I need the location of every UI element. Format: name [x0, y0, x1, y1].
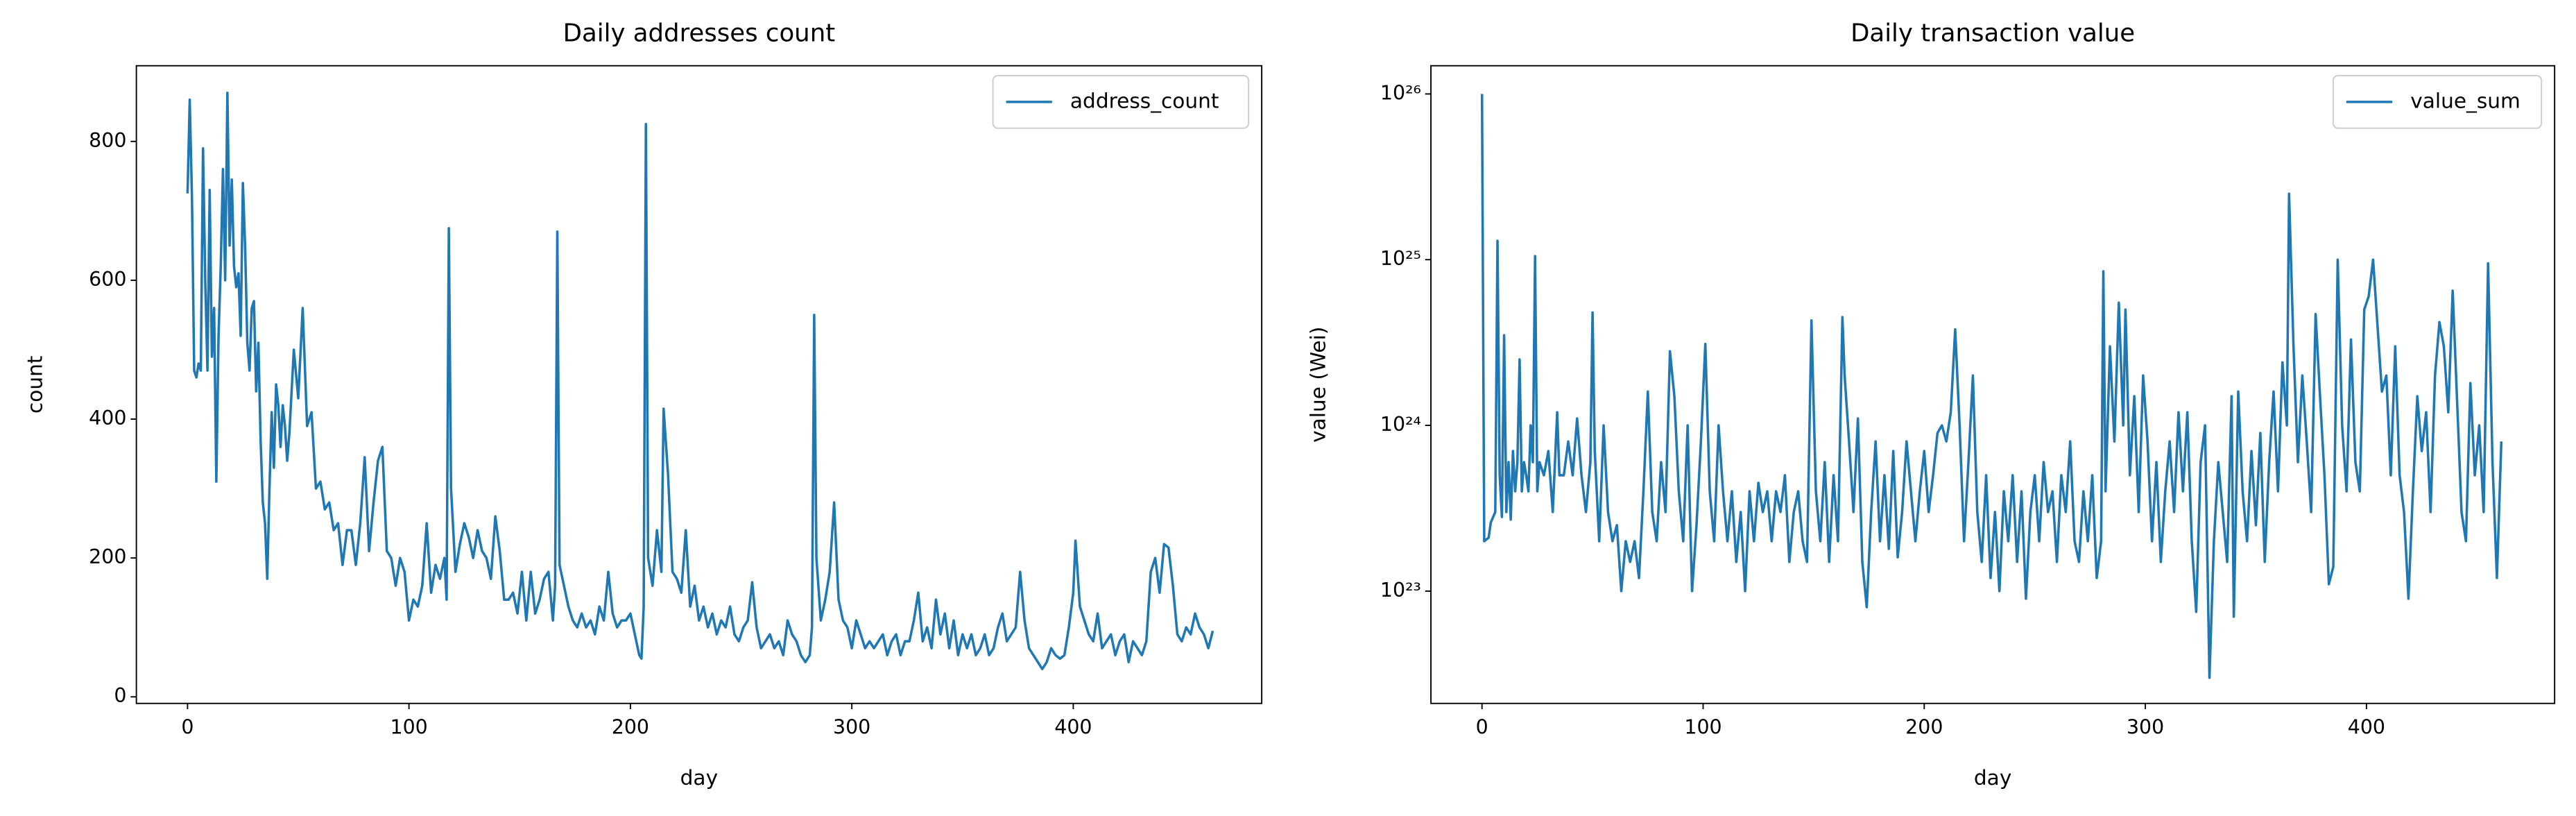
subplot: Daily transaction value day value (Wei) 0 10… — [1307, 19, 2556, 790]
y-tick-label: 10²⁵ — [1380, 247, 1421, 270]
x-tick-label: 100 — [1684, 715, 1721, 738]
x-tick-label: 200 — [1905, 715, 1943, 738]
y-tick-label: 600 — [89, 268, 126, 291]
legend-label: value_sum — [2410, 89, 2521, 112]
x-tick-label: 0 — [1476, 715, 1488, 738]
legend-frame — [2332, 75, 2543, 129]
x-tick-label: 0 — [181, 715, 194, 738]
x-tick-label: 400 — [1054, 715, 1092, 738]
data-line — [1480, 94, 2503, 679]
legend-frame — [992, 75, 1250, 129]
legend: address_count — [992, 75, 1250, 129]
axes-frame — [135, 65, 1263, 704]
x-axis-label: day — [1974, 766, 2011, 790]
legend: value_sum — [2332, 75, 2543, 129]
subplot: Daily addresses count day count 0 100 200 300 4… — [24, 19, 1263, 790]
chart-title: Daily addresses count — [563, 19, 836, 48]
x-tick-label: 400 — [2348, 715, 2385, 738]
x-axis-label: day — [680, 766, 718, 790]
y-tick-label: 200 — [89, 545, 126, 568]
y-tick-label: 10²³ — [1380, 579, 1421, 602]
y-tick-label: 0 — [114, 684, 126, 707]
x-tick-label: 300 — [2127, 715, 2164, 738]
x-tick-label: 300 — [833, 715, 870, 738]
legend-label: address_count — [1070, 89, 1219, 112]
y-axis-label: count — [24, 355, 47, 414]
x-tick-label: 200 — [612, 715, 649, 738]
y-tick-label: 10²⁴ — [1380, 413, 1421, 436]
y-tick-label: 800 — [89, 129, 126, 152]
y-tick-label: 10²⁶ — [1380, 81, 1421, 104]
y-axis-label: value (Wei) — [1307, 327, 1330, 443]
x-tick-label: 100 — [390, 715, 428, 738]
data-line — [186, 91, 1214, 671]
axes-frame — [1430, 65, 2556, 704]
chart-title: Daily transaction value — [1851, 19, 2135, 48]
y-tick-label: 400 — [89, 407, 126, 430]
